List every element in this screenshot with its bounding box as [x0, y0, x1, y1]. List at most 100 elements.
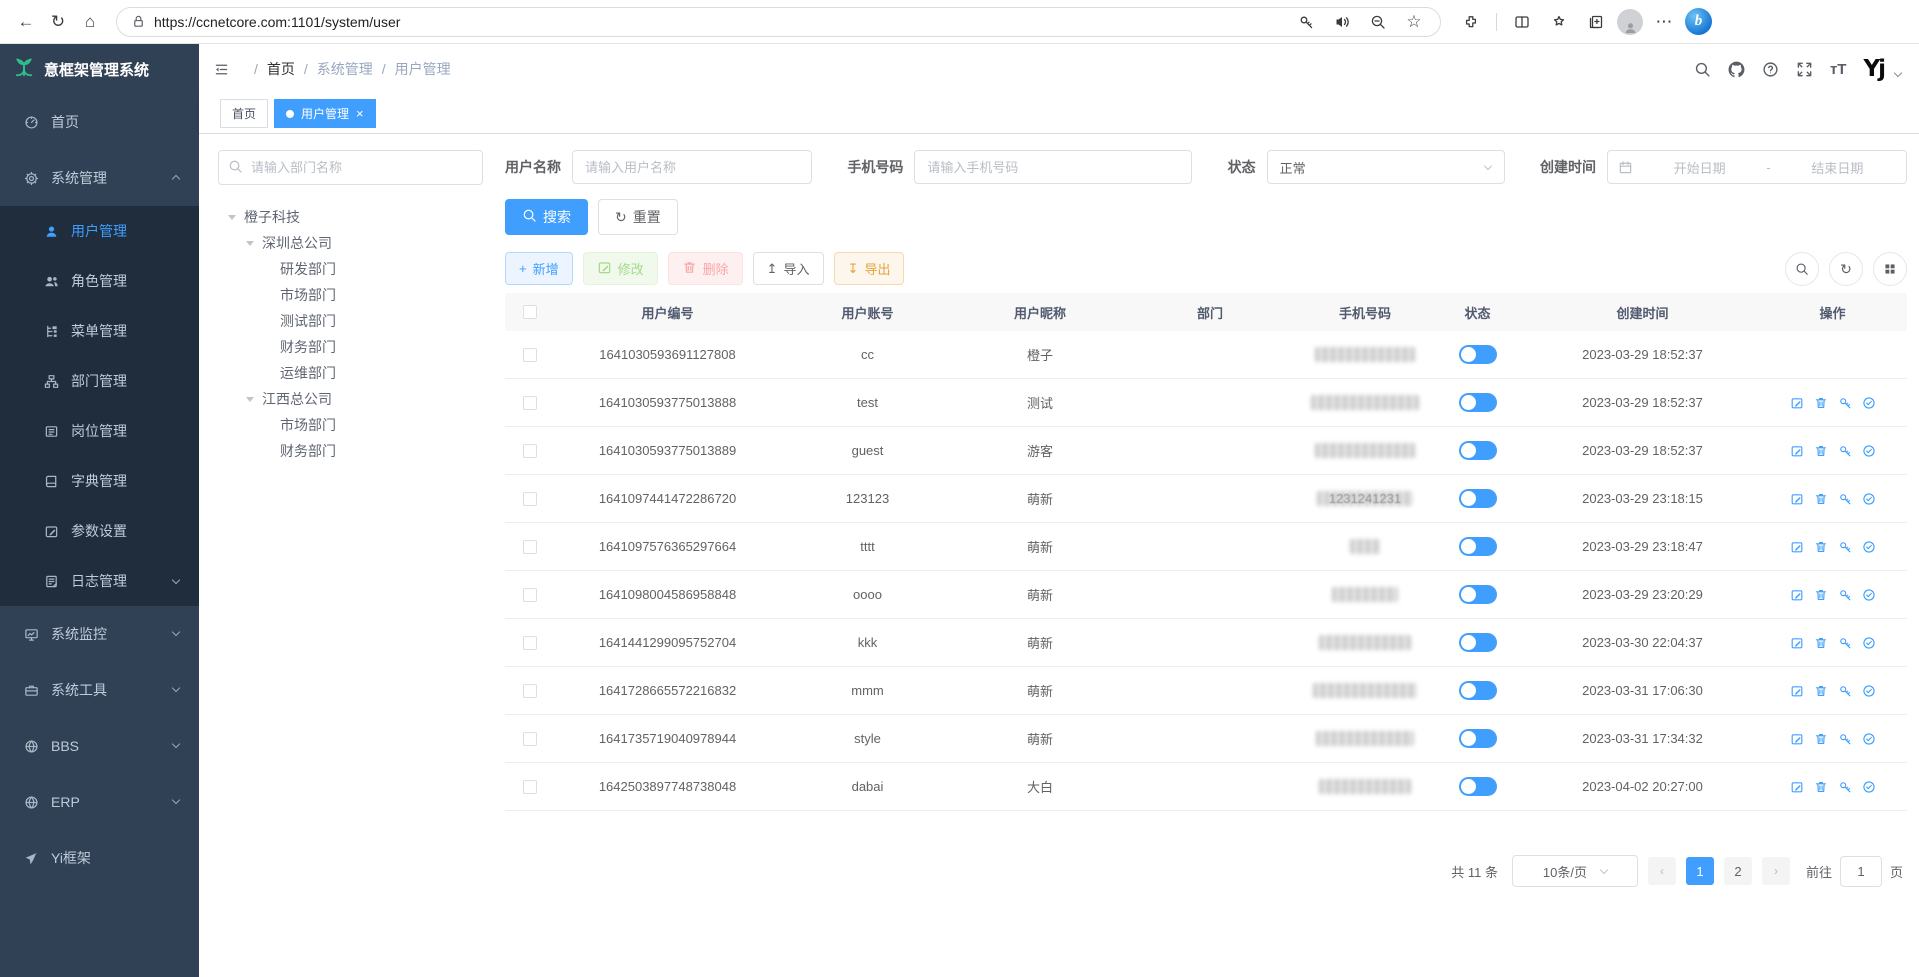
- phone-input[interactable]: [914, 150, 1193, 184]
- tree-node[interactable]: 深圳总公司: [218, 230, 483, 256]
- end-date-placeholder[interactable]: 结束日期: [1811, 160, 1864, 176]
- delete-row-icon[interactable]: [1814, 732, 1828, 746]
- assign-role-icon[interactable]: [1862, 540, 1876, 554]
- assign-role-icon[interactable]: [1862, 780, 1876, 794]
- status-toggle[interactable]: [1458, 345, 1497, 364]
- help-icon[interactable]: [1762, 61, 1779, 78]
- delete-row-icon[interactable]: [1814, 492, 1828, 506]
- row-checkbox[interactable]: [523, 779, 537, 794]
- browser-menu-icon[interactable]: ⋯: [1655, 11, 1673, 31]
- edit-row-icon[interactable]: [1790, 396, 1804, 410]
- search-button[interactable]: 搜索: [505, 199, 588, 235]
- delete-row-icon[interactable]: [1814, 780, 1828, 794]
- select-all-checkbox[interactable]: [523, 305, 537, 319]
- edit-row-icon[interactable]: [1790, 732, 1804, 746]
- tree-node-label[interactable]: 财务部门: [280, 339, 336, 355]
- status-toggle[interactable]: [1458, 537, 1497, 556]
- sidebar-fold-icon[interactable]: [214, 62, 229, 77]
- status-toggle[interactable]: [1458, 441, 1497, 460]
- goto-page-input[interactable]: [1839, 855, 1882, 887]
- sidebar-item[interactable]: 字典管理: [0, 456, 199, 506]
- sidebar-item[interactable]: 参数设置: [0, 506, 199, 556]
- reset-password-icon[interactable]: [1838, 684, 1852, 698]
- user-avatar[interactable]: Yj: [1863, 56, 1886, 82]
- status-toggle[interactable]: [1458, 489, 1497, 508]
- status-toggle[interactable]: [1458, 633, 1497, 652]
- tree-node[interactable]: 橙子科技: [218, 204, 483, 230]
- tree-node[interactable]: 研发部门: [218, 256, 483, 282]
- breadcrumb-item[interactable]: / 用户管理: [381, 61, 451, 77]
- page-tab[interactable]: 用户管理 ×: [274, 99, 376, 128]
- sidebar-item[interactable]: BBS: [0, 718, 199, 774]
- caret-down-icon[interactable]: [246, 240, 254, 246]
- row-checkbox[interactable]: [523, 587, 537, 602]
- copilot-icon[interactable]: b: [1685, 8, 1712, 35]
- tree-node-label[interactable]: 江西总公司: [262, 391, 332, 407]
- dept-search-input[interactable]: [218, 150, 483, 185]
- row-checkbox[interactable]: [523, 731, 537, 746]
- sidebar-item[interactable]: 首页: [0, 94, 199, 150]
- row-checkbox[interactable]: [523, 491, 537, 506]
- reset-password-icon[interactable]: [1838, 588, 1852, 602]
- browser-profile-avatar[interactable]: [1617, 8, 1643, 35]
- reset-button[interactable]: ↻ 重置: [598, 199, 678, 235]
- reset-password-icon[interactable]: [1838, 492, 1852, 506]
- sidebar-item[interactable]: ERP: [0, 774, 199, 830]
- sidebar-item[interactable]: 系统管理: [0, 150, 199, 206]
- favorite-star-icon[interactable]: ☆: [1406, 11, 1422, 31]
- delete-row-icon[interactable]: [1814, 684, 1828, 698]
- delete-row-icon[interactable]: [1814, 588, 1828, 602]
- edit-row-icon[interactable]: [1790, 540, 1804, 554]
- delete-row-icon[interactable]: [1814, 636, 1828, 650]
- search-icon[interactable]: [1694, 61, 1711, 78]
- tab-label[interactable]: 首页: [232, 107, 257, 121]
- tree-node[interactable]: 市场部门: [218, 282, 483, 308]
- username-input[interactable]: [572, 150, 812, 184]
- modify-button[interactable]: 修改: [582, 252, 658, 285]
- edit-row-icon[interactable]: [1790, 444, 1804, 458]
- show-search-button[interactable]: [1785, 252, 1819, 286]
- status-toggle[interactable]: [1458, 729, 1497, 748]
- sidebar-item[interactable]: 系统监控: [0, 606, 199, 662]
- status-toggle[interactable]: [1458, 585, 1497, 604]
- reset-password-icon[interactable]: [1838, 444, 1852, 458]
- status-toggle[interactable]: [1458, 393, 1497, 412]
- sidebar-item[interactable]: 用户管理: [0, 206, 199, 256]
- tree-node-label[interactable]: 市场部门: [280, 417, 336, 433]
- tree-node-label[interactable]: 研发部门: [280, 261, 336, 277]
- reset-password-icon[interactable]: [1838, 780, 1852, 794]
- columns-button[interactable]: [1873, 252, 1907, 286]
- delete-row-icon[interactable]: [1814, 540, 1828, 554]
- collections-icon[interactable]: [1580, 6, 1612, 38]
- tree-node-label[interactable]: 橙子科技: [244, 209, 300, 225]
- fullscreen-icon[interactable]: [1796, 61, 1813, 78]
- row-checkbox[interactable]: [523, 395, 537, 410]
- import-button[interactable]: ↥ 导入: [752, 252, 824, 285]
- date-range-picker[interactable]: 开始日期 - 结束日期: [1606, 150, 1907, 184]
- prev-page-button[interactable]: ‹: [1647, 857, 1676, 885]
- edit-row-icon[interactable]: [1790, 684, 1804, 698]
- tree-node-label[interactable]: 财务部门: [280, 443, 336, 459]
- extensions-icon[interactable]: [1455, 6, 1487, 38]
- assign-role-icon[interactable]: [1862, 444, 1876, 458]
- row-checkbox[interactable]: [523, 443, 537, 458]
- reset-password-icon[interactable]: [1838, 540, 1852, 554]
- password-key-icon[interactable]: [1290, 6, 1322, 38]
- page-number-button[interactable]: 2: [1723, 857, 1752, 885]
- breadcrumb-item[interactable]: / 系统管理: [303, 61, 373, 77]
- sidebar-item[interactable]: 部门管理: [0, 356, 199, 406]
- edit-row-icon[interactable]: [1790, 780, 1804, 794]
- next-page-button[interactable]: ›: [1761, 857, 1790, 885]
- tree-node[interactable]: 江西总公司: [218, 386, 483, 412]
- start-date-placeholder[interactable]: 开始日期: [1673, 160, 1726, 176]
- page-number-button[interactable]: 1: [1685, 857, 1714, 885]
- read-aloud-icon[interactable]: [1326, 6, 1358, 38]
- status-select[interactable]: 正常: [1266, 150, 1505, 184]
- sidebar-item[interactable]: Yi框架: [0, 830, 199, 886]
- edit-row-icon[interactable]: [1790, 636, 1804, 650]
- refresh-button[interactable]: ↻: [1829, 252, 1863, 286]
- url-text[interactable]: https://ccnetcore.com:1101/system/user: [154, 13, 401, 30]
- sidebar-item[interactable]: 系统工具: [0, 662, 199, 718]
- sidebar-item[interactable]: 岗位管理: [0, 406, 199, 456]
- delete-button[interactable]: 删除: [667, 252, 743, 285]
